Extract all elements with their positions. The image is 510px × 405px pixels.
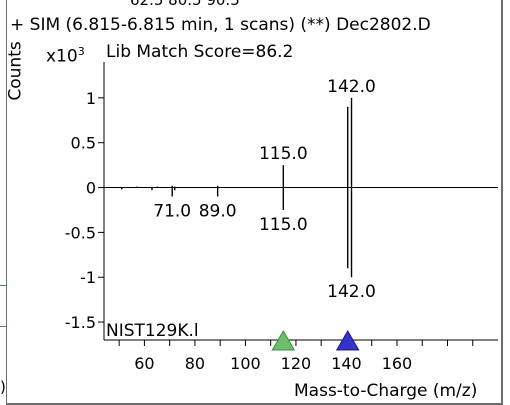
y-tick-label: -1.5 [65, 313, 96, 332]
peak-label: 89.0 [199, 202, 237, 222]
library-label: NIST129K.l [106, 321, 199, 341]
y-multiplier-exp: 3 [77, 45, 85, 58]
y-tick-label: 0.5 [71, 134, 96, 153]
x-tick-label: 80 [185, 354, 205, 373]
plot-frame-bottom [6, 403, 503, 405]
neighbor-pane-edge [0, 326, 6, 327]
peak-label: 71.0 [153, 202, 191, 222]
marker-triangle [271, 330, 296, 351]
plot-frame-right [501, 0, 503, 405]
y-tick-label: -1 [80, 268, 96, 287]
y-tick-label: -0.5 [65, 223, 96, 242]
y-multiplier: x103 [46, 42, 85, 67]
neighbor-pane-edge [0, 285, 6, 286]
x-axis-label: Mass-to-Charge (m/z) [294, 381, 478, 401]
y-multiplier-base: x10 [46, 46, 78, 67]
neighbor-pane-text: ) [0, 378, 6, 396]
peak-label: 142.0 [327, 282, 376, 302]
x-tick-label: 140 [331, 354, 362, 373]
chart-title: + SIM (6.815-6.815 min, 1 scans) (**) De… [10, 15, 431, 35]
peak-label: 142.0 [327, 77, 376, 97]
plot-frame-left [6, 0, 7, 405]
y-tick-label: 1 [86, 89, 96, 108]
marker-triangle [335, 330, 360, 351]
y-tick-label: 0 [86, 179, 96, 198]
peak-label: 115.0 [259, 144, 308, 164]
lib-match-score: Lib Match Score=86.2 [106, 42, 294, 62]
x-tick-label: 60 [134, 354, 154, 373]
x-tick-label: 100 [230, 354, 261, 373]
cropped-axis-labels: 62.5 80.5 90.5 [130, 0, 240, 9]
x-tick-label: 120 [281, 354, 312, 373]
peak-label: 115.0 [259, 215, 308, 235]
x-tick-label: 160 [382, 354, 413, 373]
